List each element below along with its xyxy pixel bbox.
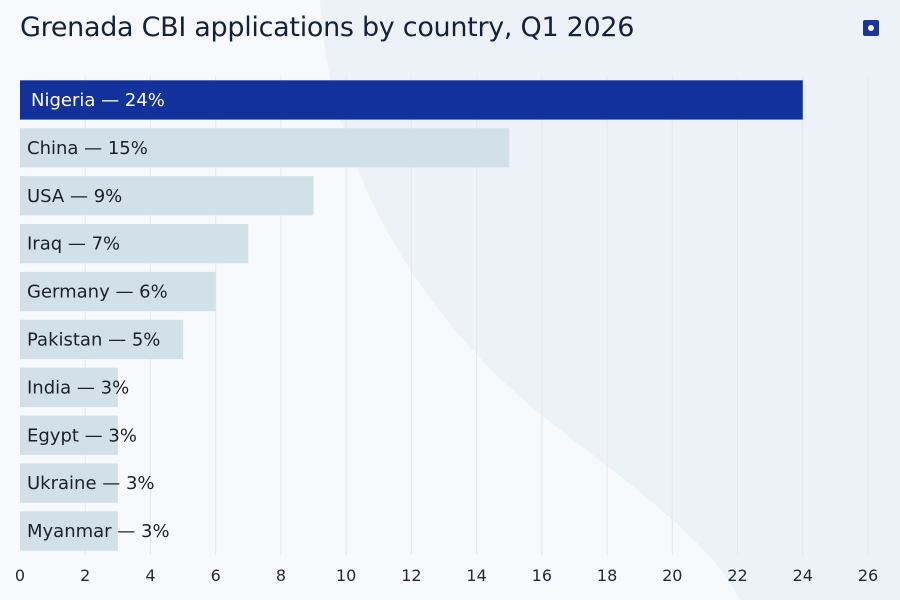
x-tick-label: 12 [401,566,421,585]
bar-label: Iraq — 7% [27,234,120,255]
bar-pakistan [20,319,184,360]
x-tick-label: 14 [466,566,486,585]
x-axis: 0 2 4 6 8 10 12 14 16 18 20 22 24 26 [15,566,878,585]
x-tick-label: 6 [211,566,221,585]
bar-label: Nigeria — 24% [31,90,165,111]
x-tick-label: 10 [336,566,356,585]
bar-china [20,128,510,168]
bar-iraq [20,224,249,264]
square-dot-icon [863,20,879,36]
bar-label: China — 15% [27,138,148,159]
x-tick-label: 22 [727,566,747,585]
bar-label: Egypt — 3% [27,425,137,446]
bar-label: Myanmar — 3% [27,521,170,542]
chart-title: Grenada CBI applications by country, Q1 … [20,12,635,43]
x-tick-label: 4 [145,566,155,585]
bar-ukraine [20,463,118,503]
bar-myanmar [20,511,118,551]
x-tick-label: 2 [80,566,90,585]
x-tick-label: 26 [858,566,878,585]
bar-label: Ukraine — 3% [27,473,155,494]
bar-india [20,367,118,407]
bar-label: India — 3% [27,377,129,398]
bars: Nigeria — 24% China — 15% USA — 9% Iraq — 7… [20,80,803,551]
x-tick-label: 24 [793,566,813,585]
bar-usa [20,176,314,216]
bar-nigeria [20,80,803,120]
bar-label: Pakistan — 5% [27,329,160,350]
bar-germany [20,271,216,312]
bar-label: USA — 9% [27,186,122,207]
x-tick-label: 18 [597,566,617,585]
bar-egypt [20,415,118,455]
x-tick-label: 16 [532,566,552,585]
x-tick-label: 8 [276,566,286,585]
x-tick-label: 20 [662,566,682,585]
bar-label: Germany — 6% [27,282,168,303]
x-tick-label: 0 [15,566,25,585]
